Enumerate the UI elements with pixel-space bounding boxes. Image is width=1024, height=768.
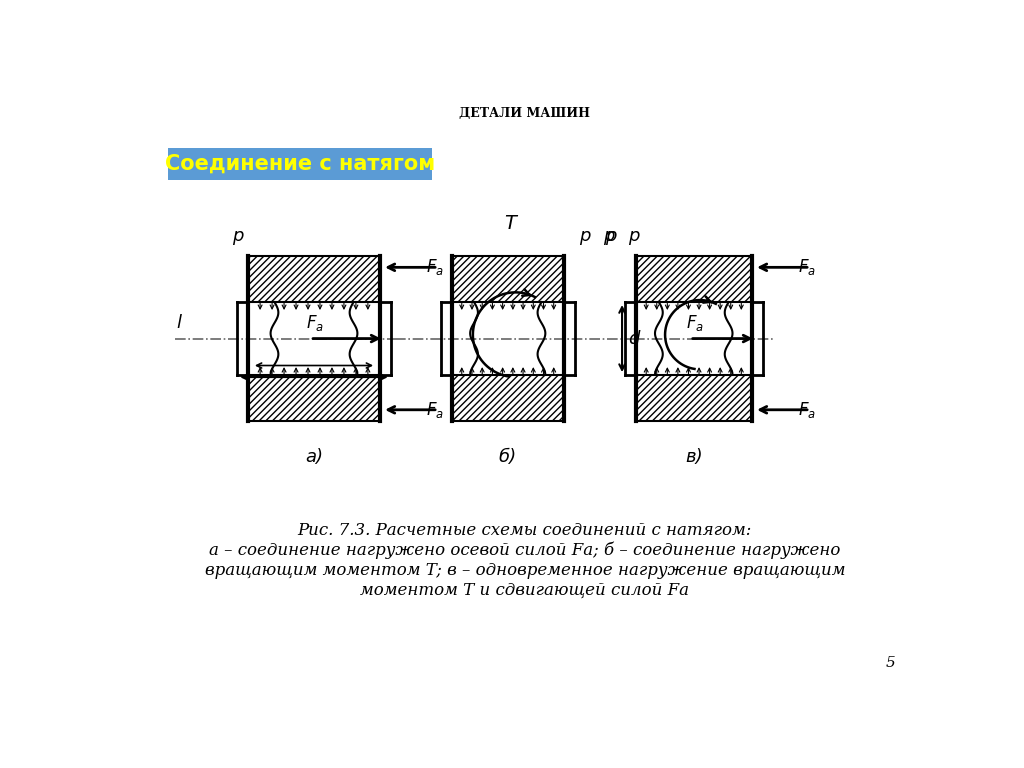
Text: $F_a$: $F_a$ [686, 313, 703, 333]
Text: $F_a$: $F_a$ [306, 313, 325, 333]
Text: в): в) [685, 449, 702, 466]
Text: 5: 5 [886, 656, 895, 670]
Bar [248, 375, 380, 422]
Text: $p$: $p$ [628, 229, 641, 247]
Bar [168, 147, 432, 180]
Text: $F_a$: $F_a$ [799, 400, 816, 420]
Text: а – соединение нагружено осевой силой Fа; б – соединение нагружено: а – соединение нагружено осевой силой Fа… [209, 542, 841, 559]
Bar [452, 375, 564, 422]
Text: вращающим моментом T; в – одновременное нагружение вращающим: вращающим моментом T; в – одновременное … [205, 562, 845, 579]
Text: б): б) [499, 449, 517, 466]
Text: $p$: $p$ [580, 229, 592, 247]
Text: Соединение с натягом: Соединение с натягом [165, 154, 435, 174]
Bar [248, 256, 380, 302]
Bar [636, 375, 752, 422]
Text: Рис. 7.3. Расчетные схемы соединений с натягом:: Рис. 7.3. Расчетные схемы соединений с н… [298, 521, 752, 539]
Text: $p$: $p$ [231, 229, 245, 247]
Bar [636, 256, 752, 302]
Text: $F_a$: $F_a$ [799, 257, 816, 277]
Text: $F_a$: $F_a$ [426, 257, 444, 277]
Text: $F_a$: $F_a$ [426, 400, 444, 420]
Text: $T$: $T$ [504, 214, 519, 233]
Text: моментом T и сдвигающей силой Fа: моментом T и сдвигающей силой Fа [360, 582, 689, 599]
Text: $d$: $d$ [629, 329, 642, 348]
Text: а): а) [305, 449, 323, 466]
Text: $p$: $p$ [604, 229, 617, 247]
Bar [452, 256, 564, 302]
Text: $l$: $l$ [176, 314, 183, 333]
Text: $p$: $p$ [603, 229, 615, 247]
Text: ДЕТАЛИ МАШИН: ДЕТАЛИ МАШИН [460, 108, 590, 121]
